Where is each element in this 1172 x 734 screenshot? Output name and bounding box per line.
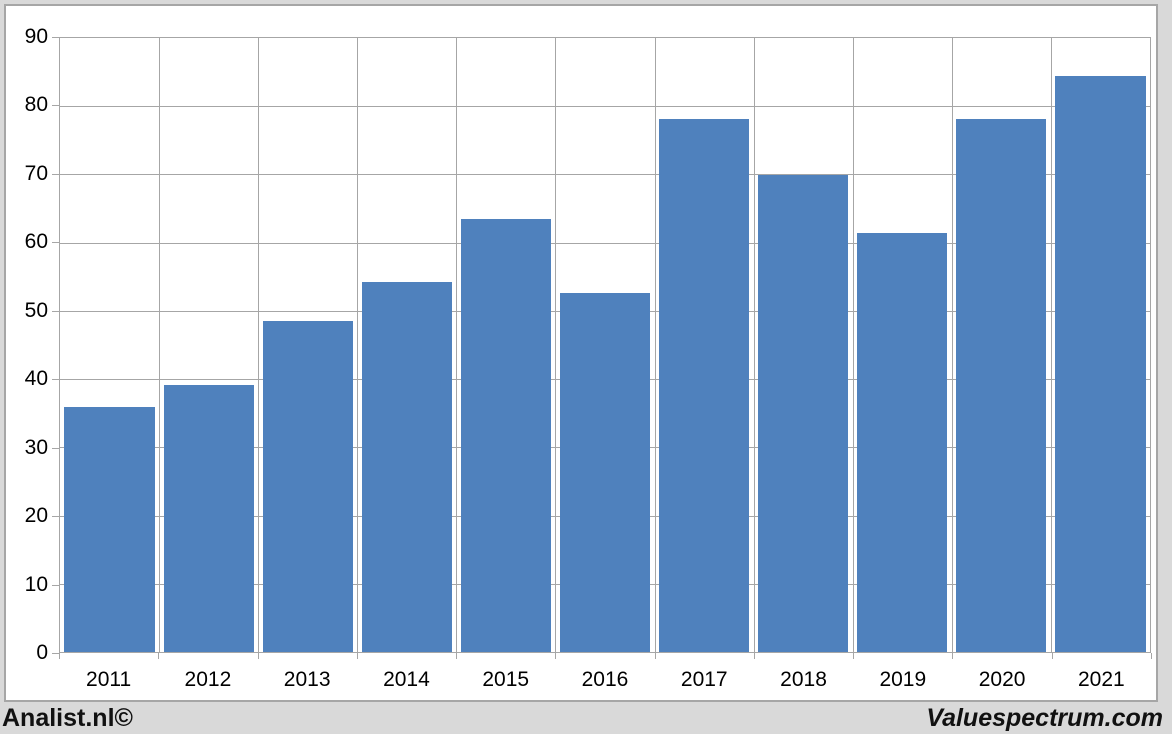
- v-gridline: [258, 38, 260, 652]
- x-axis-label-2017: 2017: [680, 668, 728, 691]
- y-axis-tick: [52, 173, 59, 175]
- v-gridline: [555, 38, 557, 652]
- x-axis-label-2011: 2011: [86, 668, 132, 691]
- bar-2014: [361, 281, 452, 652]
- plot-area: [59, 37, 1151, 653]
- chart-frame: 0 10 20 30 40 50 60 70 80 90 2011 2012 2013 2014 2015 2…: [4, 4, 1158, 702]
- bar-2018: [758, 175, 849, 652]
- y-axis-tick: [52, 379, 59, 381]
- bar-2017: [659, 119, 750, 652]
- x-axis-tick: [1151, 653, 1152, 659]
- y-axis-tick-label: 50: [24, 298, 48, 322]
- bar-2016: [559, 293, 651, 652]
- x-axis-tick: [1051, 653, 1053, 659]
- x-axis-tick: [555, 653, 557, 659]
- x-axis-tick: [853, 653, 855, 659]
- bar-2011: [64, 407, 155, 652]
- x-axis-tick: [257, 653, 259, 659]
- y-axis-tick-label: 20: [24, 504, 48, 528]
- v-gridline: [753, 38, 755, 652]
- x-axis-tick: [158, 653, 160, 659]
- bar-2019: [857, 233, 948, 652]
- v-gridline: [654, 38, 656, 652]
- x-axis-label-2020: 2020: [978, 668, 1026, 691]
- h-gridline: [60, 174, 1150, 176]
- y-axis-tick-label: 10: [24, 572, 48, 596]
- bar-2013: [262, 321, 353, 652]
- y-axis-tick: [52, 516, 59, 518]
- v-gridline: [1050, 38, 1052, 652]
- x-axis-tick: [59, 653, 60, 659]
- y-axis-tick-label: 90: [24, 25, 48, 48]
- v-gridline: [159, 38, 161, 652]
- y-axis-tick-label: 70: [24, 161, 48, 185]
- h-gridline: [60, 106, 1150, 108]
- y-axis-tick: [52, 584, 59, 586]
- y-axis-tick: [52, 653, 59, 654]
- y-axis-tick: [52, 310, 59, 312]
- x-axis-label-2018: 2018: [780, 668, 827, 691]
- y-axis-tick: [52, 37, 59, 38]
- bar-2021: [1055, 75, 1146, 652]
- valuespectrum-credit: Valuespectrum.com: [926, 703, 1163, 732]
- y-axis-tick: [52, 447, 59, 449]
- bar-2012: [163, 384, 254, 652]
- v-gridline: [456, 38, 458, 652]
- v-gridline: [852, 38, 854, 652]
- v-gridline: [951, 38, 953, 652]
- y-axis-tick-label: 40: [24, 367, 48, 391]
- y-axis-tick: [52, 105, 59, 107]
- h-gridline: [60, 242, 1150, 244]
- x-axis-tick: [952, 653, 954, 659]
- analist-credit: Analist.nl©: [2, 703, 133, 732]
- x-axis-label-2019: 2019: [879, 668, 927, 691]
- x-axis-tick: [753, 653, 755, 659]
- x-axis-tick: [356, 653, 358, 659]
- y-axis-tick: [52, 242, 59, 244]
- x-axis-label-2021: 2021: [1077, 668, 1125, 691]
- x-axis-label-2012: 2012: [184, 668, 232, 691]
- bar-2015: [460, 218, 551, 652]
- x-axis-label-2015: 2015: [482, 668, 530, 691]
- v-gridline: [357, 38, 359, 652]
- footer-bar: Analist.nl© Valuespectrum.com: [0, 702, 1172, 734]
- bar-2020: [956, 119, 1047, 652]
- x-axis-label-2014: 2014: [383, 668, 430, 691]
- x-axis-tick: [654, 653, 656, 659]
- y-axis-tick-label: 60: [24, 230, 48, 254]
- y-axis-tick-label: 0: [36, 641, 48, 664]
- x-axis-tick: [456, 653, 458, 659]
- x-axis-label-2016: 2016: [581, 668, 629, 691]
- y-axis-tick-label: 30: [24, 435, 48, 459]
- y-axis-tick-label: 80: [24, 93, 48, 117]
- x-axis-label-2013: 2013: [283, 668, 331, 691]
